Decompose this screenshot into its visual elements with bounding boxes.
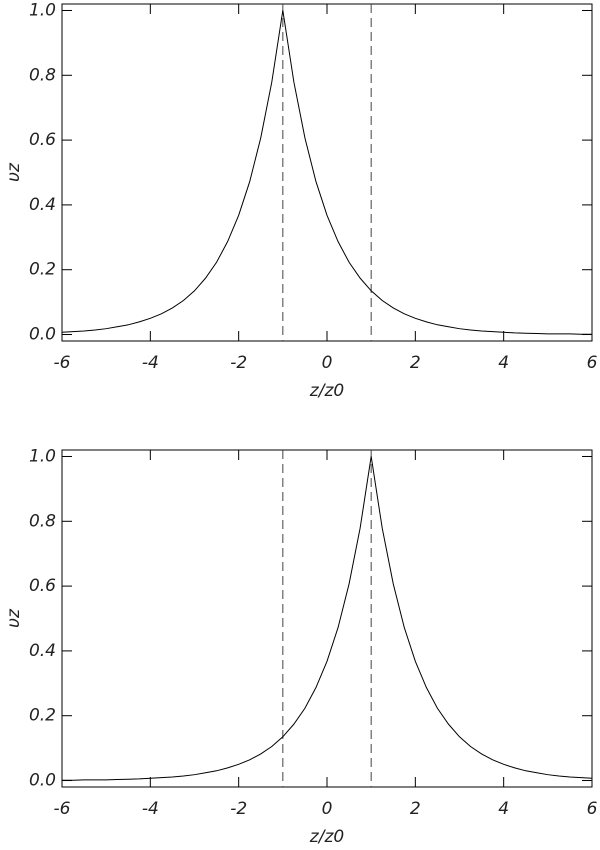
x-tick-label: -2: [230, 799, 247, 819]
y-tick-label: 0.4: [29, 641, 56, 661]
x-tick-label: -6: [54, 353, 71, 373]
curve: [61, 10, 592, 335]
x-axis-label: z/z0: [309, 381, 344, 401]
curve: [62, 456, 593, 781]
y-axis-label: υz: [4, 608, 24, 628]
y-tick-label: 0.6: [29, 576, 56, 596]
x-tick-label: 0: [322, 353, 333, 373]
y-tick-label: 0.0: [29, 325, 56, 345]
x-tick-label: 2: [410, 353, 421, 373]
x-tick-label: 2: [410, 799, 421, 819]
y-axis-label: υz: [4, 162, 24, 182]
y-tick-label: 0.8: [29, 511, 56, 531]
plot-frame: [61, 3, 593, 342]
y-tick-label: 0.4: [29, 195, 56, 215]
x-tick-label: -4: [142, 799, 159, 819]
x-tick-label: 6: [587, 799, 598, 819]
x-tick-label: 4: [498, 353, 509, 373]
x-tick-label: -2: [230, 353, 247, 373]
plot-frame: [61, 449, 593, 788]
y-tick-label: 1.0: [29, 446, 56, 466]
y-tick-label: 0.2: [29, 260, 56, 280]
y-tick-label: 0.0: [29, 771, 56, 791]
y-tick-label: 1.0: [29, 0, 56, 20]
x-tick-label: 6: [587, 353, 598, 373]
y-tick-label: 0.6: [29, 130, 56, 150]
y-tick-label: 0.2: [29, 706, 56, 726]
x-tick-label: -4: [142, 353, 159, 373]
x-tick-label: 4: [498, 799, 509, 819]
x-tick-label: 0: [322, 799, 333, 819]
y-tick-label: 0.8: [29, 65, 56, 85]
x-tick-label: -6: [54, 799, 71, 819]
x-axis-label: z/z0: [309, 827, 344, 847]
